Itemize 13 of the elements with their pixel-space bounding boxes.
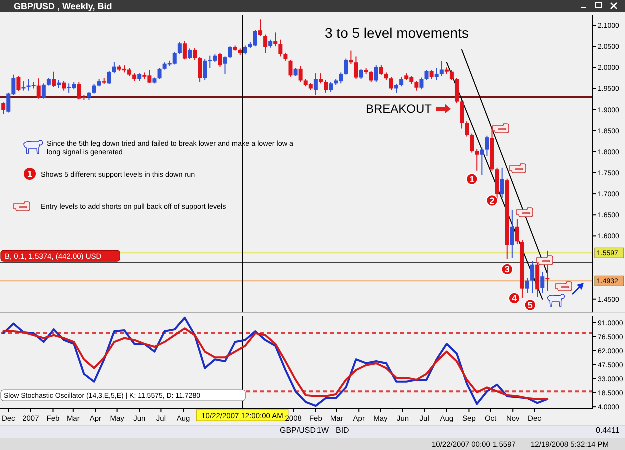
text: BID [336,426,350,435]
chart-title: GBP/USD , Weekly, Bid [14,2,112,12]
annotation: 2 [490,196,495,206]
annotation: 3 to 5 level movements [325,25,469,41]
numbered-circle-icon: 1 [24,168,36,180]
annotation: 4 [512,294,518,304]
annotation: BREAKOUT [366,102,433,116]
annotation: 3 [504,264,510,275]
annotation: 1 [470,174,475,184]
text: GBP/USD [280,426,316,435]
text: 0.4411 [596,426,620,435]
text: 1W [317,426,330,435]
annotation: 5 [528,300,533,310]
